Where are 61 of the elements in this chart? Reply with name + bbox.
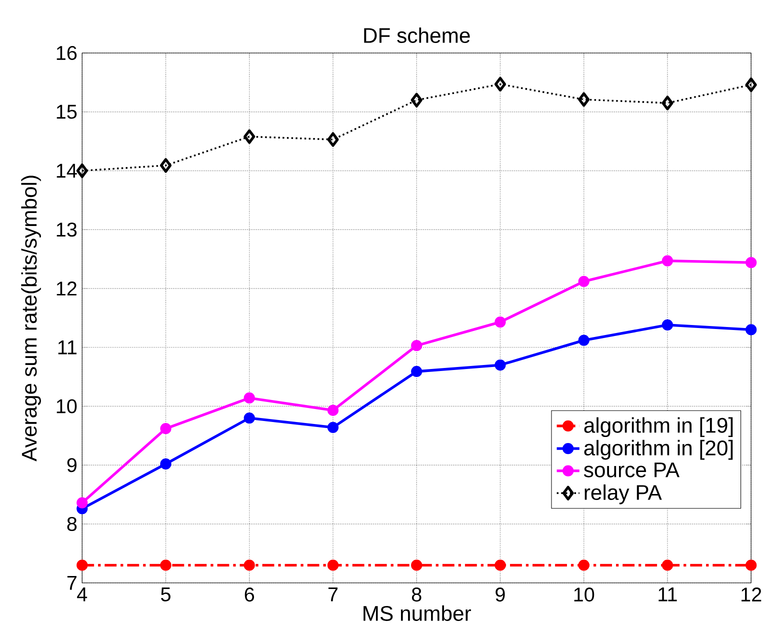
point (662, 320, 674, 331)
point (160, 423, 172, 434)
x-tick-label: 9 (496, 588, 505, 602)
x-tick-label: 5 (161, 588, 170, 602)
point (662, 96, 674, 110)
point (662, 255, 674, 266)
y-tick-label: 9 (67, 458, 76, 472)
y-tick-label: 16 (56, 46, 77, 60)
x-tick-label: 11 (658, 588, 677, 602)
point (411, 340, 422, 352)
point (746, 257, 757, 268)
y-tick-label: 14 (56, 164, 77, 178)
point (745, 78, 757, 92)
point (76, 497, 88, 508)
point (411, 560, 422, 571)
x-tick-label: 7 (328, 588, 338, 602)
point (160, 458, 172, 470)
point (76, 560, 88, 571)
point (494, 560, 506, 571)
y-tick-label: 11 (58, 340, 76, 354)
point (410, 92, 422, 108)
point (578, 276, 590, 288)
chart-title: DF scheme (364, 28, 470, 44)
point (494, 316, 506, 328)
point (494, 360, 506, 371)
y-tick-label: 13 (56, 222, 77, 237)
y-tick-label: 15 (56, 105, 77, 119)
point (244, 129, 256, 144)
point (160, 158, 172, 173)
point (746, 560, 757, 571)
point (578, 334, 590, 346)
x-tick-label: 10 (574, 588, 594, 602)
x-tick-label: 6 (244, 588, 254, 602)
point (327, 132, 339, 147)
legend-label: algorithm in [20] (584, 440, 733, 460)
x-axis-title: MS number (364, 605, 472, 622)
legend-label: algorithm in [19] (584, 417, 733, 438)
x-tick-label: 8 (412, 588, 422, 602)
point (244, 560, 255, 571)
x-tick-label: 12 (742, 588, 762, 602)
point (746, 324, 757, 336)
y-tick-label: 8 (67, 517, 77, 532)
y-tick-label: 7 (67, 576, 76, 590)
y-axis-title: Average sum rate(bits/symbol) (21, 176, 41, 462)
point (327, 422, 339, 434)
point (327, 560, 339, 571)
y-tick-label: 12 (56, 282, 76, 296)
y-tick-label: 10 (56, 399, 77, 414)
legend-label: relay PA (584, 484, 662, 504)
point (494, 76, 506, 92)
point (76, 164, 88, 178)
point (244, 392, 255, 404)
x-tick-label: 4 (77, 588, 88, 602)
point (244, 412, 255, 424)
point (327, 404, 339, 416)
point (578, 560, 590, 571)
point (411, 366, 422, 378)
point (160, 560, 172, 571)
legend-label: source PA (584, 462, 680, 478)
point (578, 92, 590, 107)
point (662, 560, 674, 571)
